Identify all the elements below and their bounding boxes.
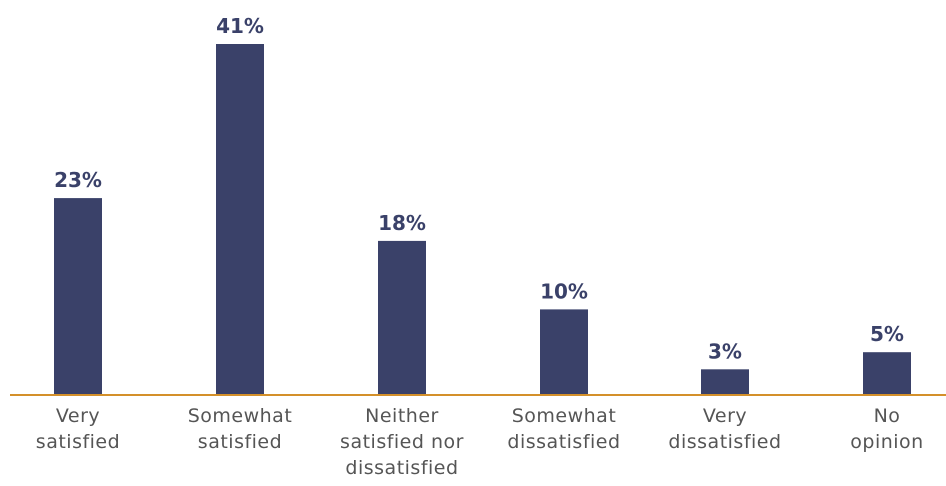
category-label-4-line-0: Very [703,405,747,427]
bar-2 [378,240,426,395]
bars-group [54,44,911,395]
category-label-4-line-1: dissatisfied [668,431,781,453]
category-label-2-line-2: dissatisfied [345,457,458,479]
category-label-0-line-0: Very [56,405,100,427]
category-labels-group: Very satisfied Somewhat satisfied Neither sat… [36,405,923,479]
category-label-3-line-0: Somewhat [512,405,617,427]
category-label-0-line-1: satisfied [36,431,120,453]
bar-1 [216,44,264,395]
category-label-2-line-0: Neither [365,405,439,427]
category-label-3-line-1: dissatisfied [507,431,620,453]
value-label-4: 3% [708,339,742,363]
category-label-2-line-1: satisfied nor [340,431,464,453]
bar-5 [863,352,911,395]
category-label-1-line-0: Somewhat [188,405,293,427]
value-label-2: 18% [378,211,426,235]
category-label-1-line-1: satisfied [198,431,282,453]
value-label-3: 10% [540,279,588,303]
bar-0 [54,198,102,395]
value-labels-group: 23% 41% 18% 10% 3% 5% [54,14,904,363]
bar-3 [540,309,588,395]
value-label-1: 41% [216,14,264,38]
category-label-5-line-0: No [874,405,901,427]
category-label-5-line-1: opinion [850,431,923,453]
value-label-0: 23% [54,168,102,192]
bar-4 [701,369,749,395]
value-label-5: 5% [870,322,904,346]
